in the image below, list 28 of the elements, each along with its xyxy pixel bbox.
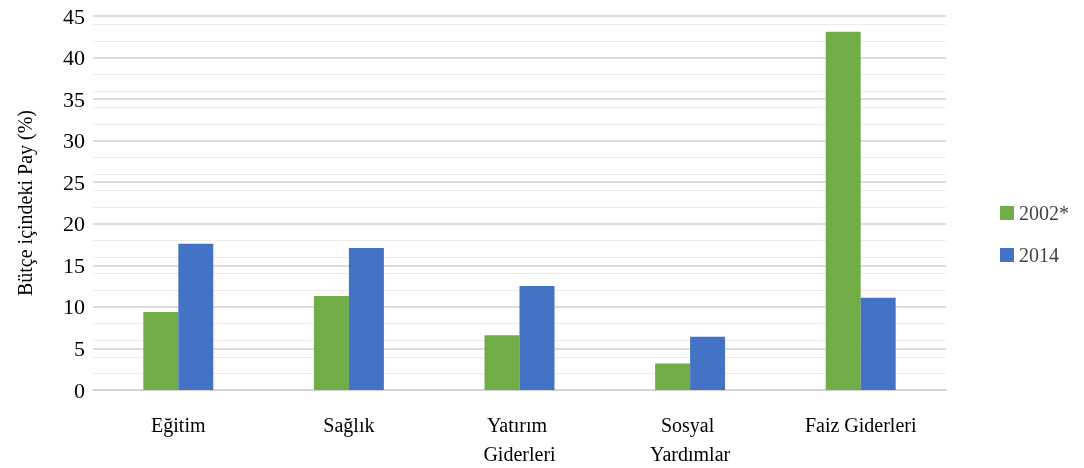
- bar: [519, 286, 555, 390]
- bar: [825, 31, 861, 390]
- legend-label: 2002*: [1019, 202, 1069, 224]
- y-tick-label: 30: [63, 128, 85, 154]
- x-tick-label: Sosyal Yardımlar: [650, 413, 731, 465]
- y-tick-label: 35: [63, 86, 85, 112]
- bar: [484, 335, 520, 390]
- y-tick-label: 45: [63, 3, 85, 29]
- y-tick-label: 0: [74, 377, 85, 403]
- bar: [690, 336, 726, 390]
- x-tick-label: Faiz Giderleri: [804, 413, 917, 436]
- y-tick-label: 20: [63, 211, 85, 237]
- legend-label: 2014: [1019, 244, 1059, 266]
- x-tick-label: Sağlık: [323, 413, 375, 437]
- bar: [860, 297, 896, 390]
- y-tick-label: 25: [63, 169, 85, 195]
- x-tick-label: Eğitim: [151, 413, 206, 437]
- y-tick-label: 10: [63, 294, 85, 320]
- y-tick-label: 15: [63, 252, 85, 278]
- y-tick-label: 5: [74, 335, 85, 361]
- y-axis-title: Bütçe içindeki Pay (%): [14, 109, 37, 297]
- bar: [143, 311, 179, 390]
- bar: [178, 243, 214, 390]
- y-tick-label: 40: [63, 45, 85, 71]
- x-tick-label: Yatırım Giderleri: [483, 413, 557, 465]
- bar: [655, 363, 691, 390]
- bar: [313, 296, 349, 390]
- bar: [348, 247, 384, 390]
